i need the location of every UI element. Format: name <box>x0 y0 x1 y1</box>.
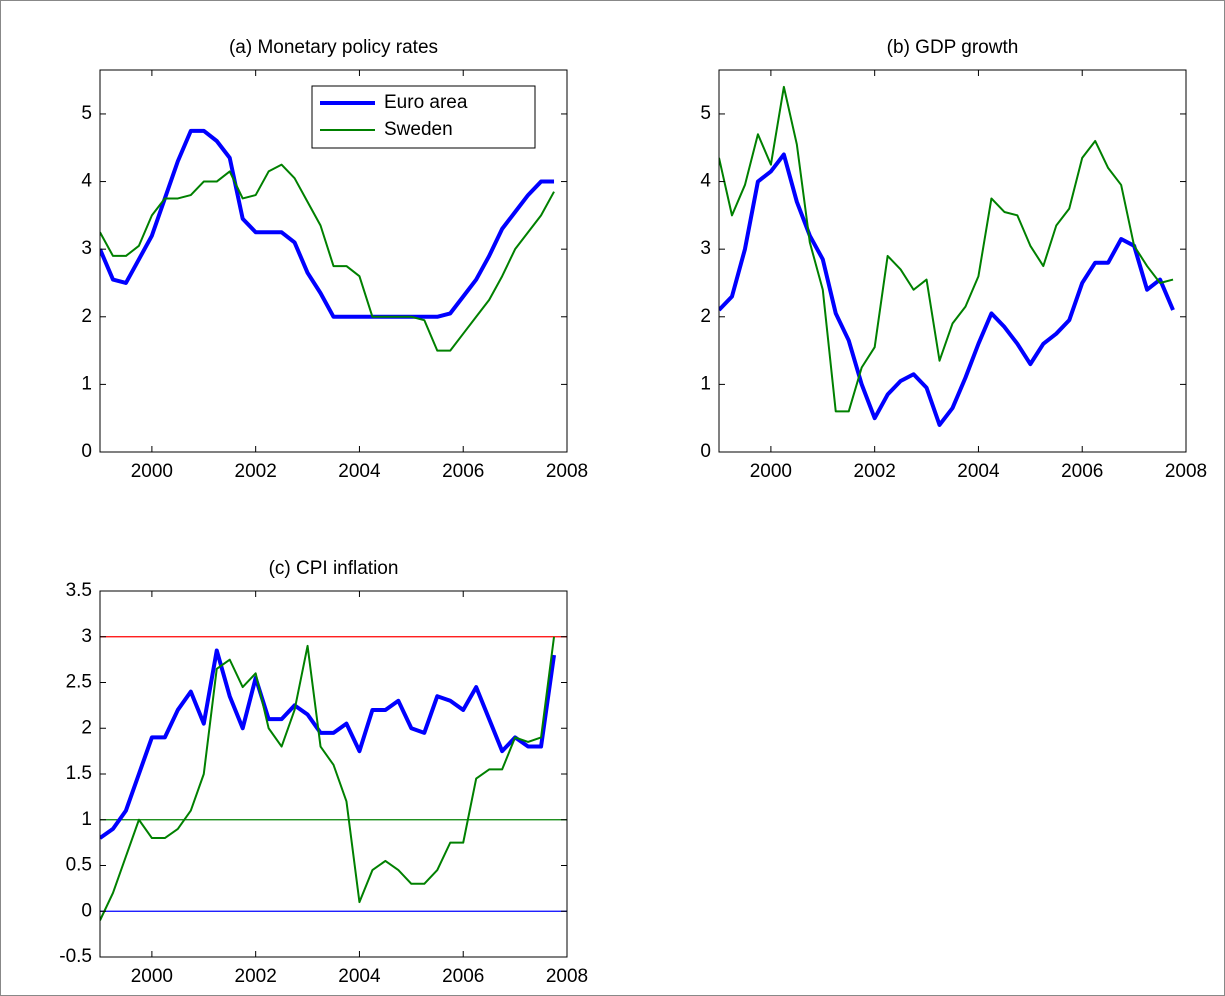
y-tick-label: 0.5 <box>66 855 92 876</box>
y-tick-label: 5 <box>81 103 92 124</box>
y-tick-label: 2 <box>81 306 92 327</box>
y-tick-label: 3 <box>700 238 711 259</box>
x-tick-label: 2004 <box>338 461 381 482</box>
x-tick-label: 2000 <box>750 461 792 482</box>
panel: (c) CPI inflation 2000 2002 2004 2006 2008 -0.… <box>59 558 588 987</box>
series-line <box>719 85 1174 413</box>
y-tick-label: 2.5 <box>66 672 92 693</box>
y-tick-label: 5 <box>700 103 711 124</box>
y-tick-label: 1 <box>81 373 92 394</box>
plot-area <box>719 70 1186 452</box>
x-tick-label: 2006 <box>1061 461 1103 482</box>
axes-box <box>99 69 568 453</box>
y-tick-label: 4 <box>700 171 711 192</box>
panel: (a) Monetary policy rates 2000 2002 2004 200… <box>81 37 588 482</box>
x-tick-label: 2000 <box>131 461 173 482</box>
series-line <box>100 163 555 352</box>
legend-box <box>311 85 536 149</box>
y-tick-label: 1.5 <box>66 763 92 784</box>
y-tick-label: 2 <box>700 306 711 327</box>
x-tick-label: 2004 <box>338 966 381 987</box>
x-tick-label: 2004 <box>957 461 1000 482</box>
y-tick-label: 3 <box>81 238 92 259</box>
x-tick-label: 2006 <box>442 461 484 482</box>
y-tick-label: 2 <box>81 717 92 738</box>
x-tick-label: 2008 <box>1165 461 1207 482</box>
x-tick-label: 2008 <box>546 461 588 482</box>
series-line <box>100 128 555 319</box>
series-line <box>100 648 557 840</box>
y-tick-label: 0 <box>700 441 711 462</box>
y-tick-label: -0.5 <box>59 946 92 967</box>
series-line <box>100 636 556 921</box>
panel-title: (b) GDP growth <box>887 37 1019 58</box>
y-tick-label: 1 <box>700 373 711 394</box>
axes-box <box>718 69 1187 453</box>
x-tick-label: 2002 <box>235 966 277 987</box>
panel-title: (a) Monetary policy rates <box>229 37 438 58</box>
y-tick-label: 0 <box>81 441 92 462</box>
x-tick-label: 2002 <box>235 461 277 482</box>
plot <box>100 128 555 352</box>
x-tick-label: 2006 <box>442 966 484 987</box>
series-line <box>719 152 1175 427</box>
panel-title: (c) CPI inflation <box>269 558 399 579</box>
y-tick-label: 0 <box>81 900 92 921</box>
plot <box>719 85 1175 427</box>
x-tick-label: 2008 <box>546 966 588 987</box>
legend-label: Sweden <box>384 119 453 140</box>
panel: (b) GDP growth 2000 2002 2004 2006 2008 0 1 2 3 4 5 <box>700 37 1207 482</box>
legend-label: Euro area <box>384 92 468 113</box>
x-tick-label: 2000 <box>131 966 173 987</box>
y-tick-label: 3.5 <box>66 580 92 601</box>
y-tick-label: 4 <box>81 171 92 192</box>
y-tick-label: 1 <box>81 809 92 830</box>
plot-area <box>100 591 567 957</box>
x-tick-label: 2002 <box>854 461 896 482</box>
y-tick-label: 3 <box>81 626 92 647</box>
plot <box>100 636 567 921</box>
legend: Euro area Sweden <box>311 85 536 149</box>
